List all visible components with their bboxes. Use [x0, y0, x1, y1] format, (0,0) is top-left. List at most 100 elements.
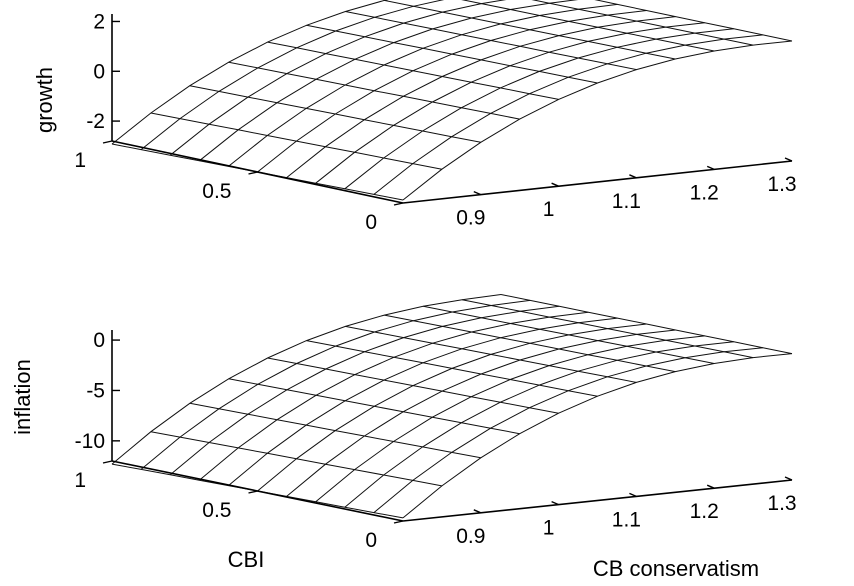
- surface-patch: [112, 431, 180, 470]
- surface-patch: [374, 6, 443, 24]
- surface-patch: [597, 334, 666, 347]
- surface-patch: [316, 59, 384, 85]
- surface-patch: [617, 352, 686, 366]
- inflation-surface-plot: 0.9 1 1.1 1.2 1.3 0 0.5 1 -10 -5 0 inflation CBI C…: [10, 294, 797, 581]
- inflation-y-axis-title: CBI: [228, 547, 265, 572]
- surface-patch: [141, 437, 210, 475]
- surface-patch: [384, 0, 442, 7]
- surface-patch: [228, 358, 297, 385]
- surface-patch: [228, 135, 297, 172]
- x-tick-mark: [551, 500, 559, 506]
- surface-patch: [286, 369, 355, 396]
- x-tick-label: 1.2: [690, 500, 719, 523]
- surface-patch: [228, 42, 297, 68]
- surface-patch: [180, 408, 248, 443]
- surface-patch: [384, 306, 453, 321]
- surface-patch: [189, 378, 258, 409]
- surface-patch: [588, 346, 656, 361]
- mesh-line-constant-y: [140, 0, 445, 150]
- x-tick-label: 1.2: [690, 181, 719, 204]
- surface-patch: [354, 125, 423, 158]
- surface-patch: [510, 365, 579, 386]
- surface-patch: [568, 63, 637, 83]
- surface-patch: [306, 326, 375, 347]
- surface-patch: [364, 23, 433, 43]
- surface-patch: [500, 71, 569, 94]
- surface-patch: [413, 54, 482, 77]
- surface-patch: [209, 97, 278, 130]
- y-tick-mark: [393, 520, 404, 524]
- mesh-line-constant-y: [344, 28, 734, 190]
- growth-tick-labels: 0.9 1 1.1 1.2 1.300.51-202: [74, 10, 796, 234]
- surface-patch: [461, 87, 530, 114]
- surface-patch: [413, 312, 482, 327]
- surface-patch: [238, 419, 307, 454]
- surface-patch: [296, 430, 365, 465]
- z-tick-label: -10: [75, 430, 105, 453]
- surface-patch: [471, 9, 540, 24]
- surface-patch: [373, 480, 442, 518]
- surface-patch: [646, 45, 715, 59]
- surface-patch: [325, 119, 394, 153]
- surface-patch: [325, 436, 394, 470]
- x-tick-label: 1.1: [612, 190, 641, 213]
- x-tick-mark: [706, 165, 715, 171]
- surface-patch: [335, 17, 404, 37]
- y-tick-label: 0: [365, 529, 377, 552]
- surface-patch: [170, 124, 239, 161]
- surface-patch: [481, 311, 550, 324]
- mesh-line-constant-y: [169, 305, 560, 476]
- surface-patch: [529, 390, 598, 414]
- surface-patch: [257, 47, 326, 74]
- mesh-line-constant-y: [373, 347, 763, 513]
- surface-patch: [558, 27, 627, 42]
- mesh-line-constant-y: [257, 323, 647, 492]
- surface-patch: [354, 42, 423, 65]
- inflation-x-axis-title: CB conservatism: [593, 556, 759, 581]
- surface-patch: [549, 0, 618, 10]
- y-tick-mark: [102, 460, 113, 464]
- surface-patch: [432, 18, 501, 35]
- surface-patch: [403, 391, 472, 418]
- surface-patch: [412, 136, 481, 170]
- surface-patch: [257, 363, 326, 390]
- surface-patch: [578, 47, 647, 64]
- surface-patch: [150, 403, 219, 438]
- surface-patch: [568, 15, 637, 28]
- surface-patch: [442, 374, 511, 397]
- mesh-line-constant-y: [286, 329, 676, 497]
- surface-patch: [345, 0, 414, 18]
- x-tick-label: 1: [543, 517, 555, 540]
- surface-patch: [412, 452, 481, 486]
- surface-patch: [374, 320, 443, 338]
- x-tick-label: 0.9: [456, 207, 485, 230]
- surface-patch: [529, 334, 598, 349]
- surface-patch: [364, 411, 433, 442]
- y-tick-mark: [393, 202, 404, 206]
- surface-patch: [374, 70, 443, 97]
- surface-patch: [500, 15, 569, 30]
- surface-patch: [267, 25, 336, 48]
- surface-patch: [452, 305, 521, 318]
- surface-patch: [442, 3, 511, 18]
- surface-patch: [374, 385, 443, 412]
- surface-patch: [325, 351, 394, 375]
- surface-patch: [520, 35, 588, 53]
- surface-patch: [335, 90, 404, 120]
- surface-patch: [150, 85, 219, 119]
- surface-patch: [248, 73, 316, 103]
- surface-patch: [442, 317, 511, 332]
- surface-patch: [403, 326, 472, 344]
- surface-patch: [452, 40, 520, 60]
- inflation-z-axis-title: inflation: [10, 359, 35, 435]
- surface-patch: [364, 96, 433, 126]
- surface-patch: [344, 475, 413, 513]
- surface-patch: [296, 114, 365, 147]
- surface-patch: [432, 332, 501, 349]
- surface-patch: [539, 371, 608, 391]
- surface-patch: [452, 354, 520, 374]
- mesh-line-constant-y: [198, 0, 579, 162]
- y-tick-label: 0.5: [202, 499, 231, 522]
- surface-patch: [267, 108, 336, 142]
